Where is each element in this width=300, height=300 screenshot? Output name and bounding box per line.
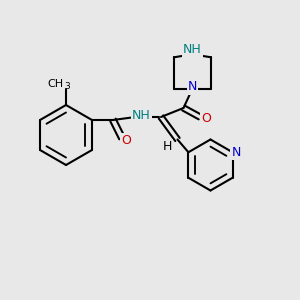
Text: O: O bbox=[202, 112, 212, 125]
Text: 3: 3 bbox=[64, 82, 70, 91]
Text: N: N bbox=[232, 146, 241, 159]
Text: H: H bbox=[162, 140, 172, 154]
Text: O: O bbox=[122, 134, 131, 148]
Text: CH: CH bbox=[47, 79, 64, 89]
Text: N: N bbox=[188, 80, 197, 94]
Text: NH: NH bbox=[183, 43, 202, 56]
Text: NH: NH bbox=[132, 109, 151, 122]
